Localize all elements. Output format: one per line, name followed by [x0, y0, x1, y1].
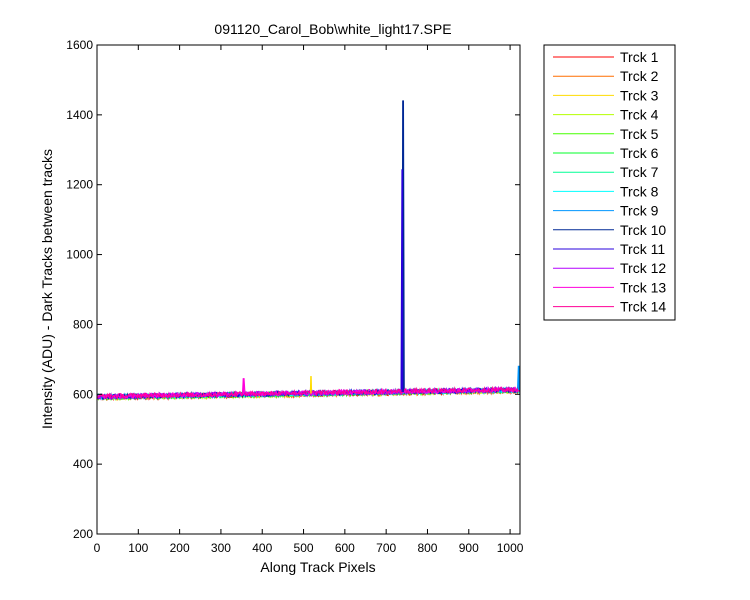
legend-item: Trck 8	[553, 183, 659, 199]
plot-area	[97, 45, 520, 534]
legend-label: Trck 14	[620, 299, 666, 315]
legend-label: Trck 8	[620, 183, 659, 199]
legend-label: Trck 6	[620, 145, 659, 161]
legend-item: Trck 3	[553, 87, 659, 103]
y-tick-label: 800	[73, 317, 93, 331]
y-tick-label: 400	[73, 457, 93, 471]
y-tick-label: 1400	[66, 108, 93, 122]
legend-item: Trck 5	[553, 126, 659, 142]
legend-item: Trck 14	[553, 299, 666, 315]
y-tick-label: 1200	[66, 178, 93, 192]
legend-item: Trck 9	[553, 203, 659, 219]
y-tick-label: 1000	[66, 248, 93, 262]
x-tick-label: 400	[252, 541, 272, 555]
x-axis: 0 100 200 300 400 500 600 700 800 900 1000	[94, 45, 524, 555]
legend-item: Trck 12	[553, 260, 666, 276]
legend-label: Trck 12	[620, 260, 666, 276]
legend-item: Trck 11	[553, 241, 665, 257]
legend-label: Trck 9	[620, 203, 659, 219]
legend-item: Trck 13	[553, 279, 666, 295]
y-tick-label: 600	[73, 387, 93, 401]
legend-label: Trck 11	[620, 241, 665, 257]
y-axis: 200 400 600 800 1000 1200 1400 1600	[66, 38, 520, 541]
legend-label: Trck 13	[620, 279, 666, 295]
legend-label: Trck 4	[620, 107, 659, 123]
x-tick-label: 500	[294, 541, 314, 555]
series-layer	[96, 100, 521, 402]
x-tick-label: 0	[94, 541, 101, 555]
legend: Trck 1 Trck 2 Trck 3 Trck 4 Trck 5 Trck 6 Trck…	[543, 44, 676, 321]
x-tick-label: 900	[459, 541, 479, 555]
legend-box	[543, 44, 676, 321]
x-tick-label: 100	[128, 541, 148, 555]
series-line-14	[96, 385, 521, 400]
legend-label: Trck 10	[620, 222, 666, 238]
y-tick-label: 1600	[66, 38, 93, 52]
y-tick-label: 200	[73, 527, 93, 541]
axes-box	[96, 44, 521, 535]
legend-item: Trck 6	[553, 145, 659, 161]
chart-title: 091120_Carol_Bob\white_light17.SPE	[214, 21, 451, 37]
x-tick-label: 200	[170, 541, 190, 555]
legend-item: Trck 2	[553, 68, 659, 84]
legend-label: Trck 3	[620, 87, 659, 103]
x-axis-title: Along Track Pixels	[260, 559, 375, 575]
legend-item: Trck 10	[553, 222, 666, 238]
y-axis-title: Intensity (ADU) - Dark Tracks between tr…	[39, 149, 55, 429]
legend-item: Trck 7	[553, 164, 659, 180]
x-tick-label: 1000	[497, 541, 524, 555]
legend-item: Trck 1	[553, 49, 659, 65]
legend-label: Trck 5	[620, 126, 659, 142]
legend-label: Trck 1	[620, 49, 659, 65]
x-tick-label: 700	[376, 541, 396, 555]
legend-label: Trck 7	[620, 164, 659, 180]
legend-item: Trck 4	[553, 107, 659, 123]
x-tick-label: 800	[417, 541, 437, 555]
x-tick-label: 600	[335, 541, 355, 555]
x-tick-label: 300	[211, 541, 231, 555]
legend-label: Trck 2	[620, 68, 659, 84]
